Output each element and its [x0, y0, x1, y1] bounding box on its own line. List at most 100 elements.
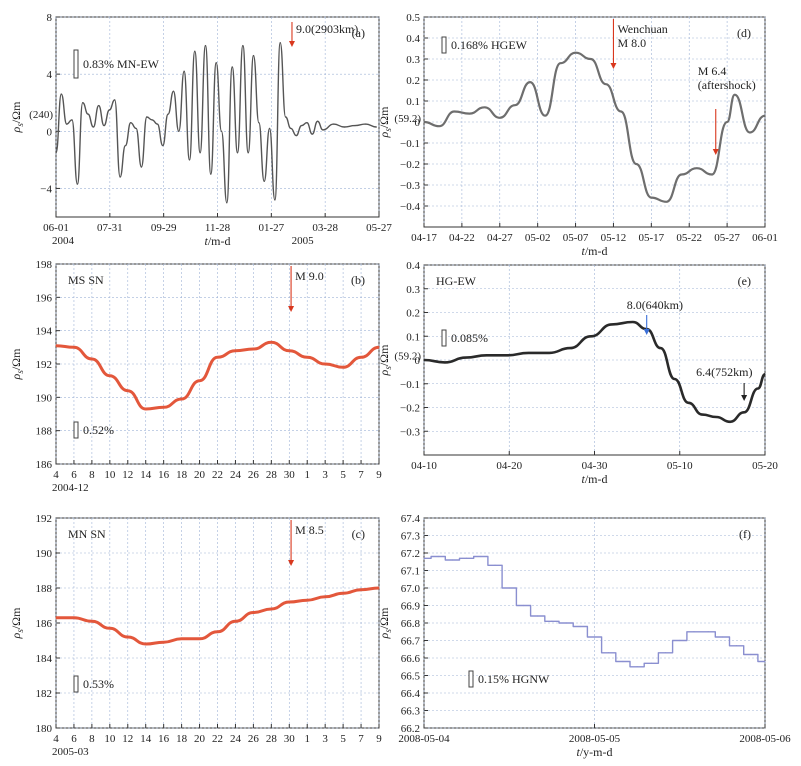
- x-tick-label: 22: [212, 469, 223, 481]
- data-point: [226, 202, 228, 204]
- data-point: [216, 631, 219, 633]
- y-axis-label: ρs/Ωm: [9, 101, 25, 134]
- data-point: [76, 183, 78, 185]
- x-tick-label: 2008-05-05: [569, 733, 621, 745]
- y-tick-label: 192: [36, 359, 53, 371]
- event-label: 9.0(2903km): [296, 22, 358, 36]
- x-tick-label: 28: [266, 469, 278, 481]
- x-tick-label: 8: [89, 469, 95, 481]
- baseline-label: (240): [29, 109, 53, 121]
- data-point: [565, 622, 567, 624]
- y-tick-label: 66.9: [401, 601, 421, 613]
- data-point: [635, 163, 637, 165]
- data-point: [707, 631, 709, 633]
- panel-d: −0.4 −0.3 −0.2 −0.1 0 0.1 0.2 0.3 0.4 0.5 04-17 04-…: [377, 12, 778, 258]
- data-point: [378, 587, 380, 589]
- data-point: [156, 123, 159, 125]
- data-point: [701, 414, 703, 416]
- data-point: [590, 58, 592, 60]
- data-point: [569, 347, 571, 349]
- data-point: [757, 387, 759, 390]
- data-point: [749, 131, 751, 134]
- x-tick-label: 05-17: [638, 232, 664, 244]
- x-tick-label: 6: [71, 733, 77, 745]
- x-tick-label: 24: [230, 469, 242, 481]
- data-point: [119, 176, 121, 178]
- data-point: [378, 346, 380, 348]
- baseline-label: (59.2): [394, 113, 421, 125]
- y-tick-label: −0.1: [400, 379, 420, 391]
- x-tick-label: 1: [304, 733, 310, 745]
- x-axis-label: t/m-d: [581, 472, 607, 486]
- inset-label: MN SN: [68, 527, 106, 541]
- data-point: [188, 159, 191, 161]
- x-tick-label: 04-10: [411, 460, 437, 472]
- y-tick-label: 66.4: [401, 688, 421, 700]
- y-tick-label: 67.0: [401, 583, 421, 595]
- inset-label: MS SN: [68, 273, 104, 287]
- y-tick-label: 188: [36, 583, 53, 595]
- x-axis-label: t/y-m-d: [576, 745, 612, 759]
- y-tick-label: 66.6: [401, 653, 421, 665]
- data-point: [360, 589, 362, 591]
- data-point: [506, 354, 509, 356]
- y-tick-label: 67.3: [401, 531, 421, 543]
- y-tick-label: 67.2: [401, 548, 420, 560]
- data-point: [444, 361, 446, 363]
- inset-label: 0.83% MN-EW: [83, 57, 160, 71]
- scale-bar: [73, 675, 79, 693]
- y-tick-label: 0.1: [406, 331, 420, 343]
- x-tick-label: 10: [104, 469, 116, 481]
- data-point: [73, 617, 75, 619]
- data-point: [480, 555, 482, 558]
- x-tick-label: 20: [194, 733, 206, 745]
- data-point: [494, 564, 496, 566]
- x-tick-label: 18: [176, 733, 188, 745]
- data-point: [665, 201, 668, 203]
- data-point: [548, 352, 550, 354]
- event-arrow-head: [610, 63, 617, 69]
- panel-c: 180 182 184 186 188 190 192 4 6 8 10 12 14 16 18 20 22 24…: [9, 513, 382, 758]
- y-tick-label: 198: [36, 259, 53, 271]
- x-tick-label: 07-31: [97, 222, 123, 234]
- data-point: [673, 378, 676, 380]
- x-tick-label: 30: [284, 733, 296, 745]
- data-point: [324, 363, 326, 365]
- data-point: [220, 130, 223, 132]
- panel-label: (a): [352, 26, 365, 40]
- y-tick-label: 184: [36, 653, 53, 665]
- y-tick-label: 182: [36, 688, 53, 700]
- y-tick-label: 186: [36, 618, 53, 630]
- data-point: [559, 62, 562, 64]
- data-point: [681, 173, 683, 176]
- data-point: [529, 81, 531, 83]
- y-tick-label: 66.2: [401, 723, 420, 735]
- y-tick-label: 194: [36, 326, 53, 338]
- y-tick-label: 0.4: [406, 33, 420, 45]
- event-arrow-head: [712, 149, 719, 155]
- event-arrow-head: [288, 41, 295, 47]
- data-point: [231, 66, 233, 68]
- x-year-label: 2005-03: [52, 746, 89, 758]
- data-point: [181, 638, 183, 640]
- x-tick-label: 30: [284, 469, 296, 481]
- data-point: [198, 380, 201, 382]
- data-point: [140, 166, 143, 168]
- inset-label: 0.168% HGEW: [451, 38, 528, 52]
- data-point: [252, 54, 255, 57]
- x-tick-label: 5: [340, 469, 346, 481]
- data-point: [593, 636, 596, 638]
- x-tick-label: 2008-05-04: [398, 733, 450, 745]
- panel-b: 186 188 190 192 194 196 198 4 6 8 10 12 14 16 18 20 22 24…: [9, 259, 382, 494]
- data-point: [590, 335, 592, 337]
- event-arrow-head: [643, 329, 650, 335]
- data-point: [109, 375, 111, 377]
- data-point: [252, 348, 254, 350]
- data-point: [721, 636, 723, 638]
- data-point: [145, 643, 147, 645]
- y-tick-label: −0.2: [400, 159, 420, 171]
- x-tick-label: 26: [248, 733, 260, 745]
- x-tick-label: 6: [71, 469, 77, 481]
- data-point: [611, 323, 613, 325]
- x-tick-label: 7: [358, 733, 364, 745]
